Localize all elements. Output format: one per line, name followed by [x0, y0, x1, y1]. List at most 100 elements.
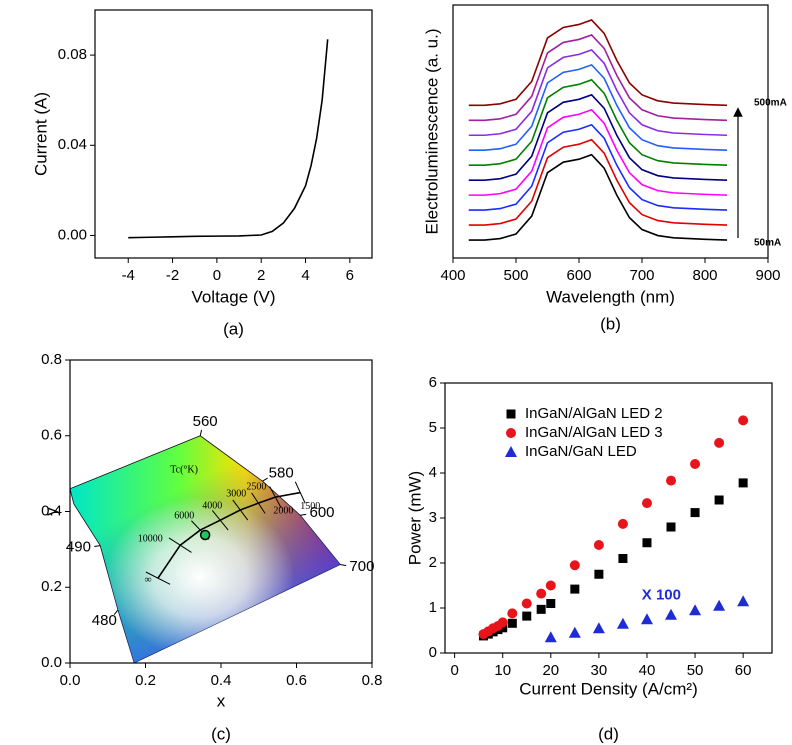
x-tick-label: 50 — [687, 662, 704, 679]
marker — [507, 608, 518, 619]
marker — [497, 617, 508, 628]
x-tick-label: 0.8 — [362, 672, 383, 689]
marker — [738, 478, 748, 488]
x-tick-label: 0 — [450, 662, 458, 679]
data-line — [468, 153, 728, 241]
temperature-label: 1500 — [300, 501, 320, 512]
y-tick-label: 6 — [429, 374, 437, 391]
marker — [690, 459, 701, 469]
marker — [714, 495, 724, 505]
marker — [545, 580, 556, 591]
planckian-title: Tc(°K) — [170, 464, 198, 475]
marker — [507, 618, 517, 628]
marker — [714, 437, 725, 448]
y-tick-label: 2 — [429, 554, 437, 571]
x-tick-label: -4 — [122, 267, 135, 284]
y-tick-label: 0.8 — [41, 351, 62, 368]
x-tick-label: 0.2 — [135, 672, 156, 689]
x-tick-label: 0.6 — [286, 672, 307, 689]
data-line — [468, 78, 728, 166]
y-tick-label: 4 — [429, 464, 437, 481]
x-tick-label: 20 — [542, 662, 559, 679]
temperature-label: 2500 — [246, 481, 266, 492]
y-tick-label: 5 — [429, 419, 437, 436]
panel: 0.0 0.2 0.4 0.6 0.8 0.0 0.2 0.4 0.6 0.8 x y (c) 560 58… — [41, 351, 382, 744]
x-tick-label: -2 — [166, 267, 179, 284]
marker — [536, 588, 547, 599]
data-line — [468, 48, 728, 137]
color-point — [199, 529, 211, 541]
panel: 0 10 20 30 40 50 60 0 1 2 3 4 5 6 Current Density (A/c… — [405, 374, 773, 743]
data-line — [468, 19, 728, 107]
marker — [642, 538, 652, 548]
marker — [570, 584, 580, 594]
x-tick-label: 6 — [346, 267, 354, 284]
marker — [498, 623, 508, 633]
y-tick-label: 0.00 — [58, 226, 87, 243]
x-tick-label: 40 — [639, 662, 656, 679]
axes-frame — [444, 382, 773, 654]
x-tick-label: 2 — [257, 267, 265, 284]
legend-label: InGaN/GaN LED — [525, 443, 637, 460]
legend-marker — [505, 446, 517, 457]
wavelength-tick — [94, 545, 101, 547]
y-tick-label: 0.04 — [58, 136, 87, 153]
wavelength-tick — [199, 429, 203, 436]
isotherm — [232, 499, 249, 521]
marker — [568, 626, 581, 638]
temperature-label: 3000 — [226, 488, 246, 499]
axes-frame — [69, 359, 373, 664]
x-tick-label: 30 — [591, 662, 608, 679]
wavelength-label: 580 — [269, 465, 294, 482]
marker — [569, 560, 580, 571]
panel-caption: (a) — [223, 319, 244, 338]
x-axis-label: Voltage (V) — [191, 287, 275, 306]
legend-label: InGaN/AlGaN LED 2 — [525, 405, 663, 422]
wavelength-label: 700 — [349, 558, 374, 575]
temperature-label: ∞ — [144, 574, 151, 585]
data-line — [468, 108, 728, 196]
marker — [738, 415, 749, 426]
x-tick-label: 600 — [566, 267, 591, 284]
marker — [593, 540, 604, 550]
x-tick-label: 60 — [735, 662, 752, 679]
marker — [617, 518, 628, 529]
wavelength-label: 490 — [66, 539, 91, 556]
temperature-label: 4000 — [202, 501, 222, 512]
x-tick-label: 800 — [692, 267, 717, 284]
panel: -4 -2 0 2 4 6 0.00 0.04 0.08 Voltage (V) Current (… — [31, 9, 373, 338]
legend-label: InGaN/AlGaN LED 3 — [525, 424, 663, 441]
marker — [690, 508, 700, 518]
isotherm — [251, 492, 266, 514]
y-tick-label: 0.0 — [41, 654, 62, 671]
x-axis-label: Current Density (A/cm²) — [519, 679, 698, 698]
y-tick-label: 0.6 — [41, 427, 62, 444]
wavelength-label: 560 — [193, 413, 218, 430]
y-tick-label: 0.08 — [58, 46, 87, 63]
y-tick-label: 0.4 — [41, 502, 62, 519]
panel-caption: (b) — [600, 314, 621, 333]
y-tick-label: 3 — [429, 509, 437, 526]
planckian-locus — [157, 491, 301, 579]
x-axis-label: Wavelength (nm) — [546, 287, 675, 306]
panel: 400 500 600 700 800 900 Wavelength (nm) Electro… — [422, 4, 787, 333]
x-tick-label: 10 — [494, 662, 511, 679]
marker — [713, 599, 726, 611]
data-line — [128, 39, 329, 239]
x-tick-label: 0.0 — [60, 672, 81, 689]
legend-marker — [506, 428, 516, 438]
temperature-label: 10000 — [138, 534, 163, 545]
data-line — [468, 63, 728, 152]
y-tick-label: 0.2 — [41, 578, 62, 595]
isotherm — [269, 486, 282, 509]
marker — [616, 617, 629, 629]
wavelength-tick — [113, 609, 119, 615]
marker — [666, 475, 677, 486]
wavelength-tick — [340, 564, 347, 567]
marker — [536, 604, 546, 614]
y-axis-label: Current (A) — [31, 92, 50, 176]
marker — [592, 622, 605, 634]
wavelength-tick — [262, 477, 268, 482]
y-axis-label: y — [41, 507, 60, 516]
marker — [640, 613, 653, 625]
